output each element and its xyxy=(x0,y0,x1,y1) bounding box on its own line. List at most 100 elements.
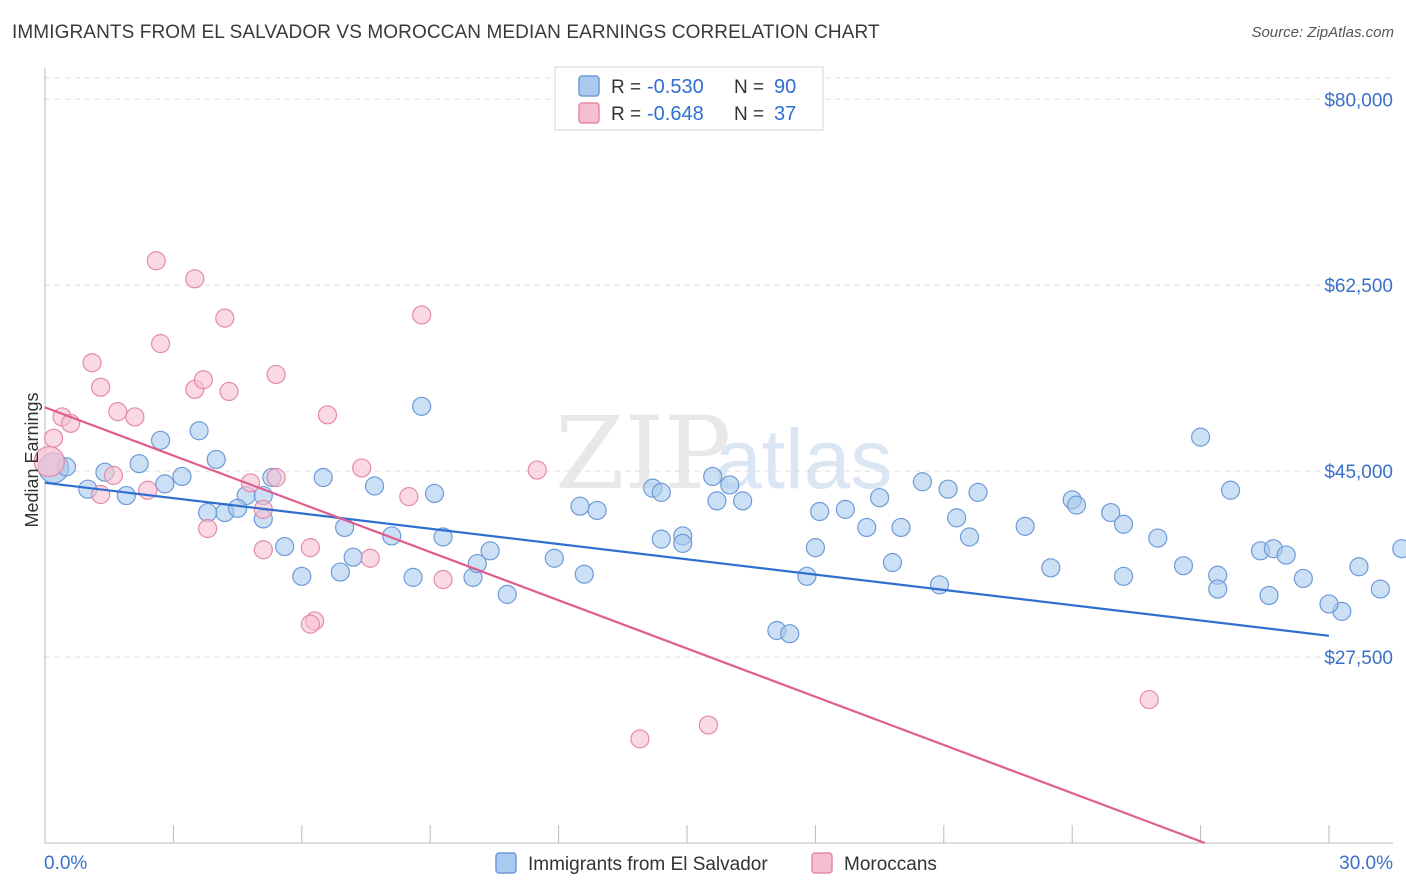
chart-title: IMMIGRANTS FROM EL SALVADOR VS MOROCCAN … xyxy=(12,22,880,43)
el-salvador-point xyxy=(1259,585,1279,606)
moroccan-point xyxy=(91,377,111,397)
el-salvador-point xyxy=(882,552,903,573)
moroccan-point xyxy=(266,467,286,488)
el-salvador-point xyxy=(1190,427,1211,447)
stats-legend: R = -0.530 N = 90 R = -0.648 N = 37 xyxy=(554,66,824,131)
el-salvador-point xyxy=(172,466,192,487)
y-tick-label: $45,000 xyxy=(1324,462,1393,483)
moroccan-point xyxy=(317,405,338,425)
series-legend: Immigrants from El Salvador Moroccans xyxy=(495,852,937,875)
moroccan-point xyxy=(43,428,64,448)
moroccan-point xyxy=(352,458,372,478)
el-salvador-point xyxy=(1113,514,1134,534)
moroccan-point xyxy=(266,364,286,385)
el-salvador-point xyxy=(313,467,333,488)
legend-label-moroccans: Moroccans xyxy=(844,854,937,875)
legend-r-label: R = xyxy=(611,77,641,98)
el-salvador-point xyxy=(129,454,149,474)
legend-r-value: -0.530 xyxy=(647,76,704,98)
trend-lines xyxy=(44,406,1330,845)
watermark-zip: ZIP xyxy=(555,395,731,512)
source-label: Source: ZipAtlas.com xyxy=(1251,24,1394,41)
el-salvador-point xyxy=(364,476,385,496)
el-salvador-point xyxy=(198,502,218,523)
el-salvador-point xyxy=(433,527,453,547)
el-salvador-point xyxy=(797,566,817,586)
el-salvador-point xyxy=(1293,568,1313,589)
legend-swatch-el-salvador xyxy=(578,75,600,97)
el-salvador-point xyxy=(947,508,967,528)
el-salvador-point xyxy=(587,500,607,521)
el-salvador-point xyxy=(780,624,800,644)
moroccan-point xyxy=(360,548,380,568)
moroccan-point xyxy=(185,269,205,289)
moroccan-point xyxy=(125,407,145,427)
moroccan-point xyxy=(412,305,432,325)
el-salvador-point xyxy=(412,396,432,416)
moroccan-point xyxy=(1139,689,1159,710)
el-salvador-point xyxy=(155,474,175,494)
legend-r-value: -0.648 xyxy=(647,103,704,125)
legend-n-value: 37 xyxy=(774,103,796,125)
el-salvador-point xyxy=(228,498,248,518)
el-salvador-point xyxy=(116,485,136,506)
moroccan-point xyxy=(150,334,171,354)
watermark-atlas: atlas xyxy=(715,412,892,506)
el-salvador-point xyxy=(959,527,980,547)
el-salvador-point xyxy=(835,499,855,519)
el-salvador-point xyxy=(292,566,312,586)
el-salvador-point xyxy=(651,482,671,502)
el-salvador-point xyxy=(206,449,226,470)
el-salvador-point xyxy=(703,466,723,487)
el-salvador-point xyxy=(403,567,423,587)
moroccan-point xyxy=(198,518,218,539)
moroccan-point xyxy=(433,569,453,590)
el-salvador-point xyxy=(810,501,830,522)
moroccan-point xyxy=(82,353,102,373)
el-salvador-point xyxy=(1066,495,1087,515)
el-salvador-point xyxy=(1392,539,1406,559)
el-salvador-point xyxy=(733,491,753,511)
moroccan-point xyxy=(300,538,320,558)
el-salvador-point xyxy=(891,517,911,538)
moroccan-point xyxy=(219,381,239,402)
el-salvador-point xyxy=(720,475,740,495)
moroccan-point xyxy=(215,308,235,328)
x-tick-label-min: 0.0% xyxy=(44,853,87,874)
watermark: ZIP atlas xyxy=(555,395,892,512)
legend-r-label: R = xyxy=(611,104,641,125)
x-tick-label-max: 30.0% xyxy=(1339,853,1393,874)
el-salvador-point xyxy=(1148,528,1168,548)
moroccan-point xyxy=(399,487,419,507)
el-salvador-point xyxy=(570,496,590,516)
el-salvador-point xyxy=(1015,516,1035,536)
el-salvador-point xyxy=(869,488,890,508)
el-salvador-point xyxy=(1173,556,1194,576)
el-salvador-point xyxy=(651,529,671,549)
el-salvador-point xyxy=(912,472,933,492)
moroccan-point xyxy=(103,465,124,485)
el-salvador-point xyxy=(497,584,517,604)
legend-swatch-moroccans xyxy=(811,852,833,874)
legend-label-el-salvador: Immigrants from El Salvador xyxy=(528,854,768,875)
el-salvador-point xyxy=(1041,558,1061,578)
moroccan-point xyxy=(108,402,128,422)
el-salvador-point xyxy=(968,482,988,502)
moroccan-point xyxy=(146,251,166,271)
moroccan-point xyxy=(193,370,213,390)
el-salvador-point xyxy=(424,483,445,504)
legend-swatch-moroccans xyxy=(578,102,600,124)
el-salvador-point xyxy=(1276,545,1296,565)
data-points xyxy=(33,251,1406,749)
y-tick-label: $62,500 xyxy=(1324,276,1393,297)
el-salvador-point xyxy=(343,547,363,567)
moroccan-point xyxy=(630,729,650,749)
legend-n-label: N = xyxy=(734,77,764,98)
el-salvador-point xyxy=(1319,594,1339,614)
legend-n-value: 90 xyxy=(774,76,796,98)
moroccan-point xyxy=(527,460,547,480)
y-axis-label: Median Earnings xyxy=(22,392,42,527)
legend-swatch-el-salvador xyxy=(495,852,517,874)
el-salvador-point xyxy=(574,564,594,584)
el-salvador-point xyxy=(480,541,500,561)
